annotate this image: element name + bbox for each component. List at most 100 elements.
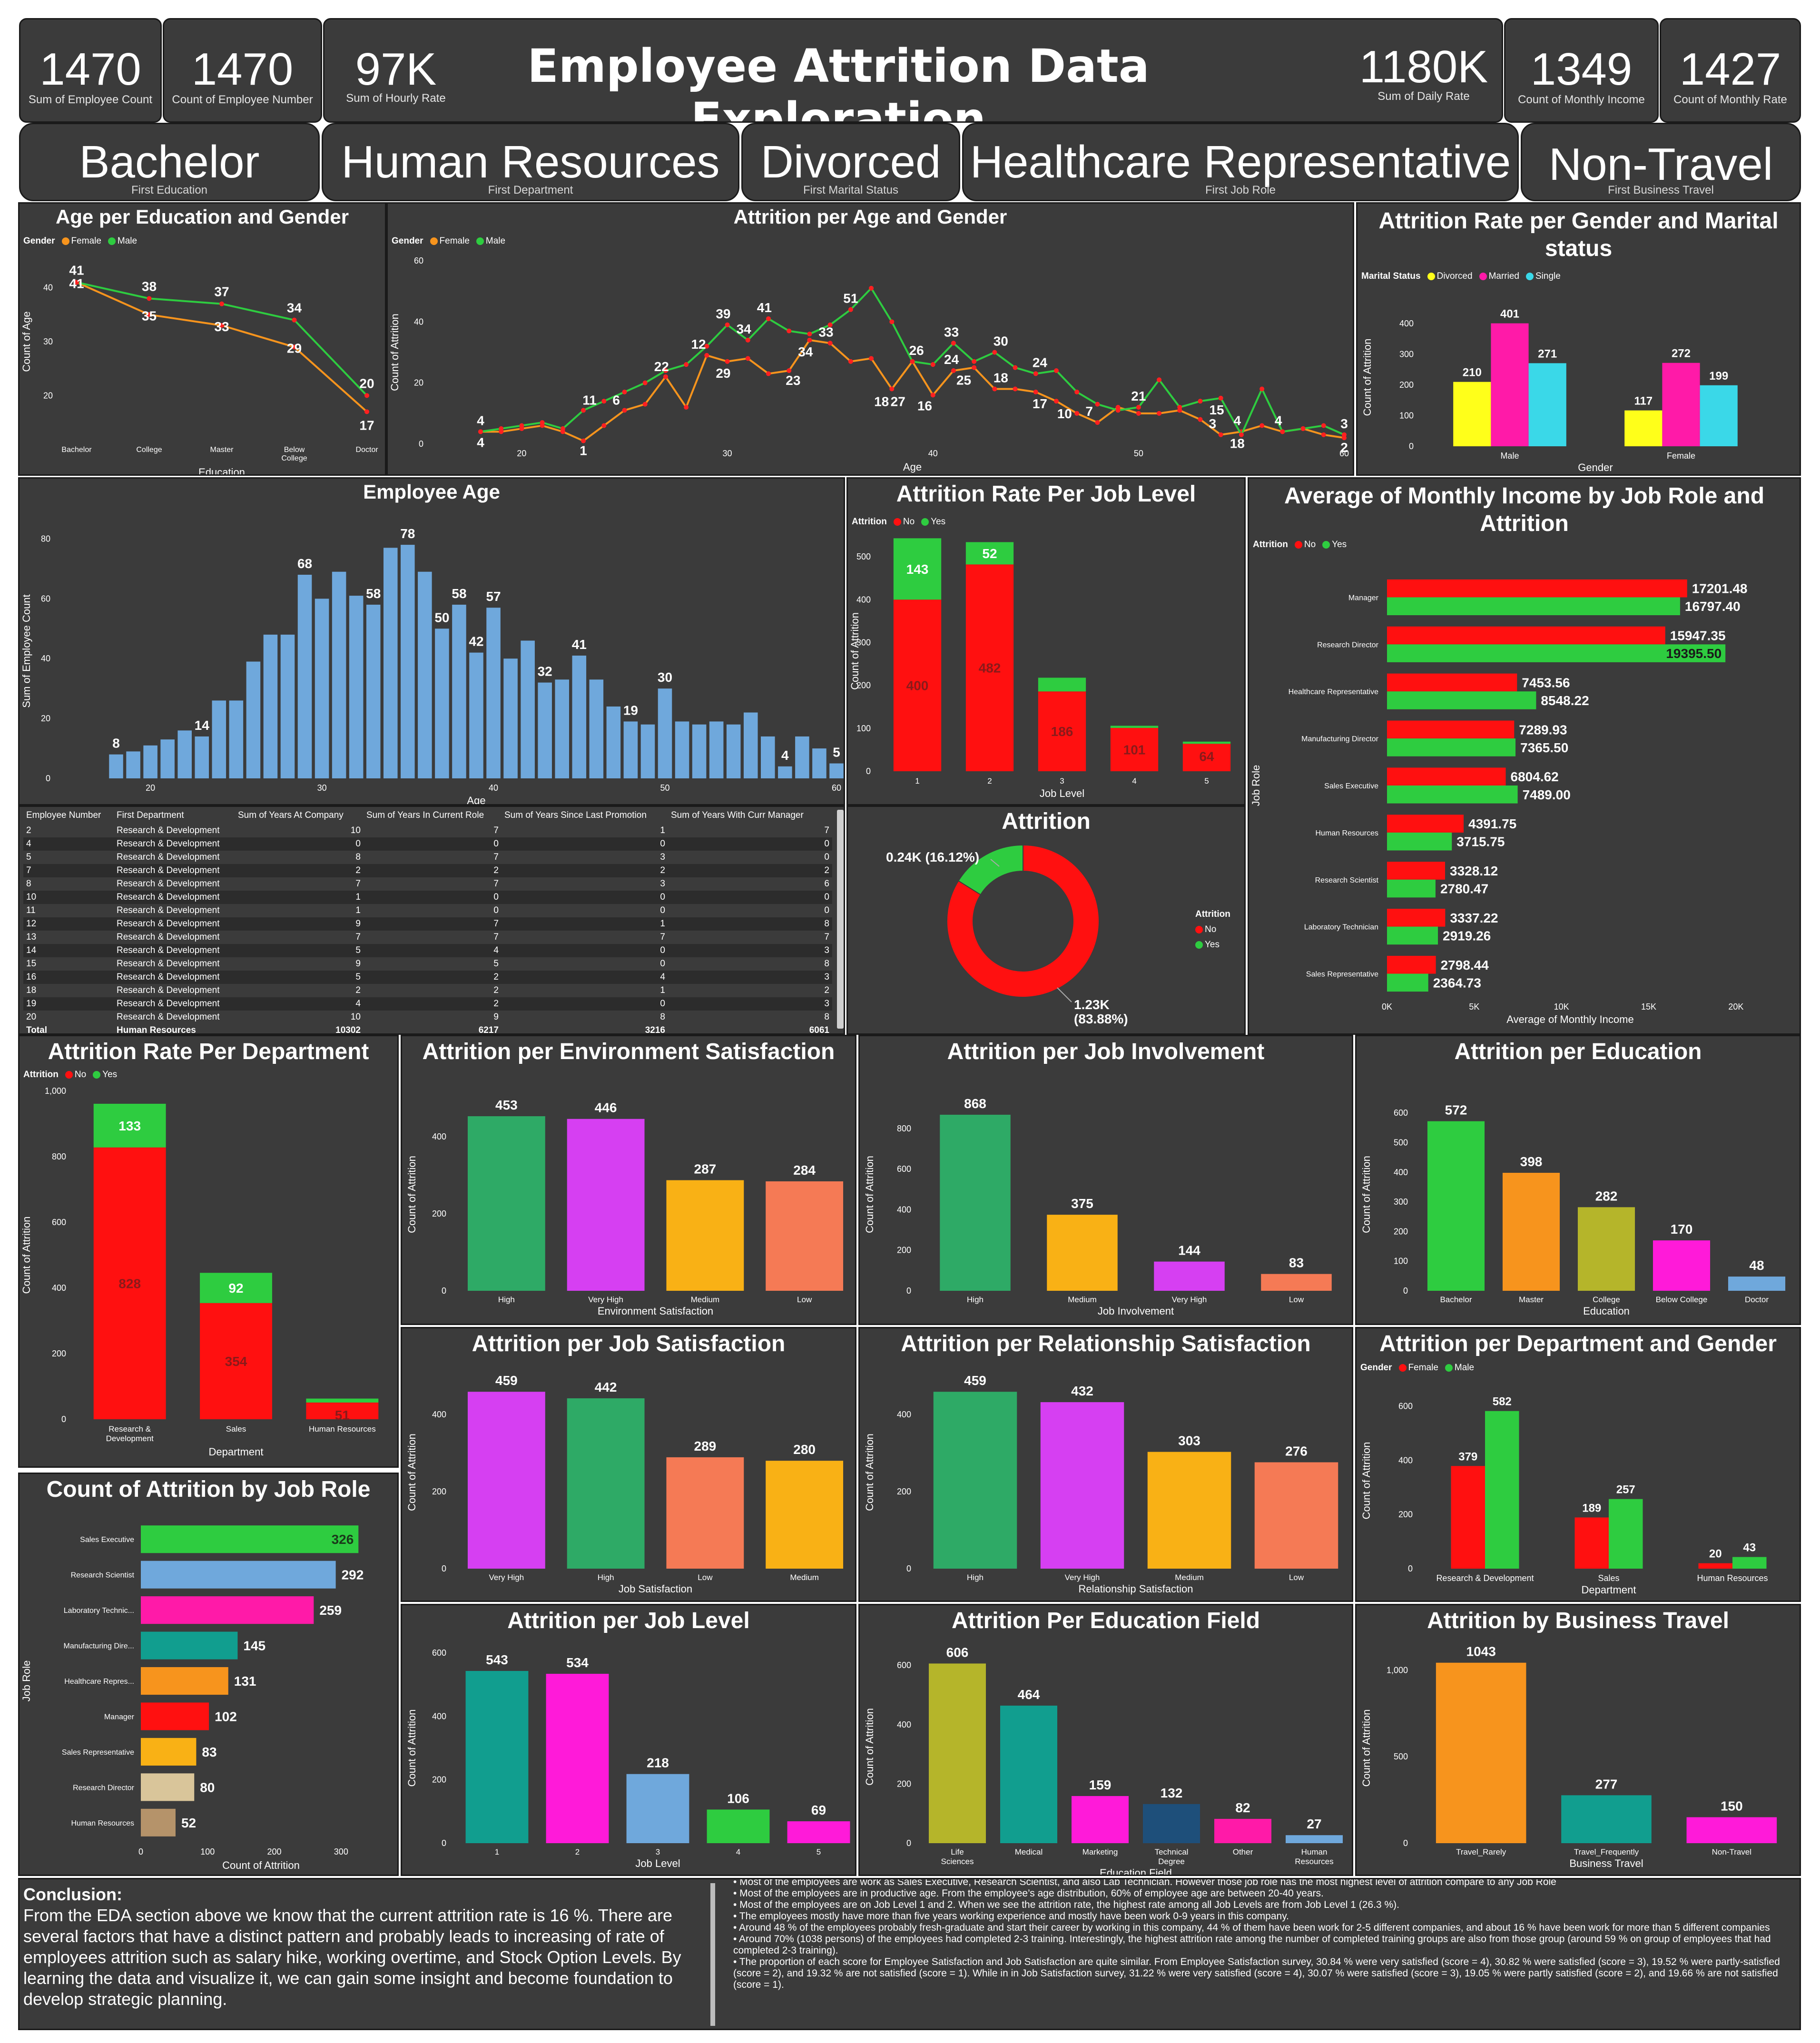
bar[interactable] xyxy=(1387,579,1687,598)
data-point[interactable] xyxy=(74,280,79,285)
bar[interactable] xyxy=(141,1631,238,1660)
bar[interactable] xyxy=(623,721,638,778)
data-point[interactable] xyxy=(1054,399,1059,404)
data-point[interactable] xyxy=(601,423,607,428)
table-row[interactable]: 19 Research & Development 4 2 0 3 xyxy=(23,997,832,1011)
table-row[interactable]: 20 Research & Development 10 9 8 8 xyxy=(23,1011,832,1024)
legend-item[interactable]: Married xyxy=(1488,271,1519,281)
data-point[interactable] xyxy=(951,368,956,373)
bar[interactable] xyxy=(280,634,295,778)
bar[interactable] xyxy=(141,1561,336,1589)
data-point[interactable] xyxy=(1033,389,1038,394)
data-point[interactable] xyxy=(972,365,977,370)
data-point[interactable] xyxy=(930,362,935,367)
bar-no[interactable] xyxy=(893,599,942,771)
bar[interactable] xyxy=(246,661,261,778)
bar[interactable] xyxy=(1485,1411,1519,1569)
legend-item[interactable]: Male xyxy=(117,236,138,246)
bar[interactable] xyxy=(606,706,621,778)
bar[interactable] xyxy=(1700,385,1738,446)
bar[interactable] xyxy=(829,763,844,778)
bar-yes[interactable] xyxy=(1038,678,1086,692)
bar[interactable] xyxy=(109,754,123,778)
bar[interactable] xyxy=(1147,1452,1231,1569)
bar[interactable] xyxy=(141,1596,314,1624)
bar[interactable] xyxy=(675,721,689,778)
data-point[interactable] xyxy=(1259,423,1265,428)
bar[interactable] xyxy=(126,751,140,778)
data-point[interactable] xyxy=(581,408,586,413)
bar[interactable] xyxy=(521,640,535,778)
data-point[interactable] xyxy=(219,323,224,328)
data-point[interactable] xyxy=(581,438,586,443)
bar[interactable] xyxy=(1427,1121,1485,1291)
bar[interactable] xyxy=(666,1180,744,1291)
bar[interactable] xyxy=(1387,767,1506,786)
bar[interactable] xyxy=(567,1119,645,1291)
legend-item[interactable]: Yes xyxy=(102,1070,118,1080)
bar[interactable] xyxy=(555,679,570,778)
bar[interactable] xyxy=(778,766,792,778)
data-point[interactable] xyxy=(1321,432,1326,437)
legend-item[interactable]: No xyxy=(1195,922,1230,937)
data-point[interactable] xyxy=(1239,432,1244,437)
bar[interactable] xyxy=(315,599,329,778)
bar[interactable] xyxy=(1254,1462,1338,1569)
data-point[interactable] xyxy=(364,409,369,414)
table-row[interactable]: 8 Research & Development 7 7 3 6 xyxy=(23,877,832,891)
line-male[interactable] xyxy=(76,281,368,396)
bar[interactable] xyxy=(1528,363,1566,446)
data-point[interactable] xyxy=(560,426,565,431)
bar-no[interactable] xyxy=(200,1303,272,1419)
bar[interactable] xyxy=(626,1774,689,1843)
table-header[interactable]: First Department xyxy=(117,810,184,820)
bar[interactable] xyxy=(1154,1261,1225,1291)
bar[interactable] xyxy=(1000,1705,1057,1843)
bar[interactable] xyxy=(503,658,518,778)
data-point[interactable] xyxy=(1280,429,1285,434)
data-point[interactable] xyxy=(622,408,627,413)
data-point[interactable] xyxy=(807,332,812,336)
bar[interactable] xyxy=(1577,1207,1635,1291)
bar[interactable] xyxy=(1502,1173,1560,1291)
bar[interactable] xyxy=(1387,786,1518,804)
data-point[interactable] xyxy=(827,341,833,346)
legend-item[interactable]: Yes xyxy=(1195,937,1230,953)
bar[interactable] xyxy=(761,736,775,778)
bar[interactable] xyxy=(1561,1795,1652,1843)
data-point[interactable] xyxy=(1198,399,1203,404)
bar[interactable] xyxy=(467,1116,545,1291)
bar[interactable] xyxy=(766,1181,844,1291)
data-point[interactable] xyxy=(951,341,956,346)
bar[interactable] xyxy=(1451,1466,1486,1569)
data-point[interactable] xyxy=(889,319,895,324)
bar[interactable] xyxy=(1387,815,1464,833)
bar[interactable] xyxy=(1286,1835,1343,1843)
bar-no[interactable] xyxy=(1038,691,1086,771)
legend-item[interactable]: Yes xyxy=(931,517,946,527)
bar[interactable] xyxy=(1387,955,1436,974)
bar[interactable] xyxy=(263,634,278,778)
data-point[interactable] xyxy=(1095,420,1100,425)
data-point[interactable] xyxy=(540,420,545,425)
bar[interactable] xyxy=(567,1398,645,1569)
bar[interactable] xyxy=(1436,1662,1526,1843)
data-point[interactable] xyxy=(848,359,853,364)
bar[interactable] xyxy=(1453,382,1491,446)
bar[interactable] xyxy=(1387,644,1726,662)
data-point[interactable] xyxy=(869,285,874,291)
bar[interactable] xyxy=(141,1525,359,1553)
bar-yes[interactable] xyxy=(200,1273,272,1303)
data-point[interactable] xyxy=(1157,377,1162,383)
table-row[interactable]: 10 Research & Development 1 0 0 0 xyxy=(23,891,832,904)
bar[interactable] xyxy=(229,700,244,778)
table-row[interactable]: 18 Research & Development 2 2 1 2 xyxy=(23,984,832,997)
data-point[interactable] xyxy=(1074,389,1080,394)
data-point[interactable] xyxy=(364,393,369,398)
data-point[interactable] xyxy=(663,368,668,373)
bar-yes[interactable] xyxy=(93,1103,166,1148)
bar[interactable] xyxy=(546,1674,609,1843)
table-row[interactable]: 16 Research & Development 5 2 4 3 xyxy=(23,971,832,984)
legend-item[interactable]: Single xyxy=(1535,271,1561,281)
data-point[interactable] xyxy=(219,301,224,306)
